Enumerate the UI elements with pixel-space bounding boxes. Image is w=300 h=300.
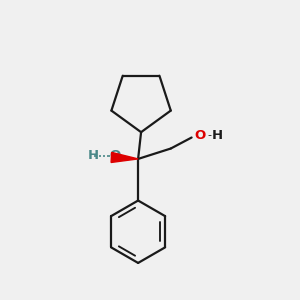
Text: -: -: [207, 130, 211, 140]
Polygon shape: [111, 152, 138, 163]
Text: O: O: [195, 129, 206, 142]
Text: H: H: [212, 129, 223, 142]
Text: O: O: [109, 149, 121, 162]
Text: H: H: [88, 149, 99, 162]
